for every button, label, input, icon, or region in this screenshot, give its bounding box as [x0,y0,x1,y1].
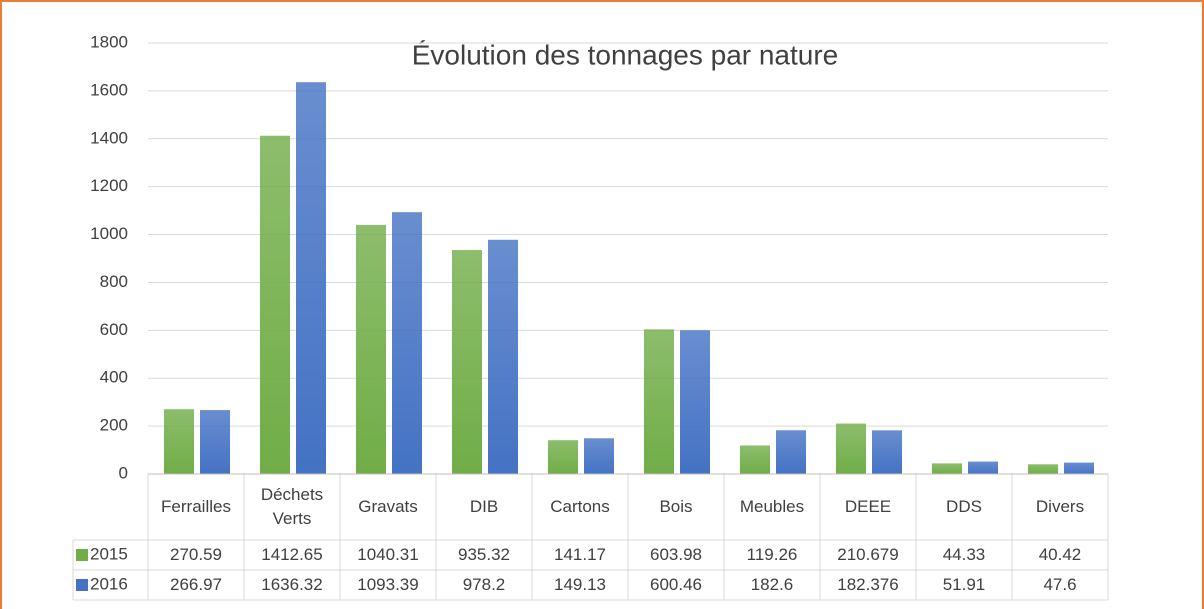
bar [836,423,866,474]
y-tick-label: 1400 [90,128,128,147]
bar [356,224,386,474]
table-value: 1040.31 [357,545,419,564]
table-value: 141.17 [554,545,606,564]
table-value: 149.13 [554,575,606,594]
bar [644,329,674,474]
table-value: 182.376 [837,575,899,594]
bar [1064,462,1094,474]
bar [932,463,962,474]
y-tick-label: 0 [119,463,128,482]
table-value: 1636.32 [261,575,323,594]
y-tick-label: 1600 [90,80,128,99]
y-tick-label: 200 [100,416,128,435]
table-value: 210.679 [837,545,899,564]
bar [164,409,194,474]
y-tick-label: 1000 [90,224,128,243]
table-value: 47.6 [1043,575,1077,594]
y-tick-label: 800 [100,272,128,291]
table-value: 1093.39 [357,575,419,594]
bar [200,410,230,474]
bar [488,239,518,474]
y-tick-label: 1800 [90,32,128,51]
bar [452,250,482,474]
bar [548,440,578,474]
x-tick-label: Ferrailles [161,497,231,516]
x-tick-label: Gravats [358,497,418,516]
table-value: 603.98 [650,545,702,564]
table-value: 270.59 [170,545,222,564]
x-tick-label: DEEE [844,497,892,516]
bar [584,438,614,474]
x-tick-label: DIB [469,497,499,516]
table-value: 44.33 [942,545,986,564]
bar [1028,464,1058,474]
y-tick-label: 600 [100,320,128,339]
bar [872,430,902,474]
y-tick-label: 400 [100,368,128,387]
x-tick-label: Cartons [550,497,610,516]
x-tick-label: Bois [659,497,693,516]
legend-label: 2015 [90,544,128,563]
table-value: 119.26 [746,545,798,564]
bar [968,461,998,474]
legend-label: 2016 [90,574,128,593]
table-value: 266.97 [170,575,222,594]
table-value: 935.32 [458,545,510,564]
x-tick-label: Meubles [739,497,805,516]
bar [392,212,422,474]
table-value: 182.6 [750,575,794,594]
table-value: 40.42 [1038,545,1082,564]
chart-title: Évolution des tonnages par nature [412,39,839,70]
bar [776,430,806,474]
table-value: 1412.65 [261,545,323,564]
bar [740,445,770,474]
y-tick-label: 1200 [90,176,128,195]
x-tick-label: Déchets Verts [260,485,324,528]
bar [260,135,290,474]
table-value: 978.2 [462,575,506,594]
legend-key [76,579,88,591]
legend-key [76,549,88,561]
x-tick-label: DDS [946,497,982,516]
bar [680,330,710,474]
x-tick-label: Divers [1035,497,1085,516]
table-value: 600.46 [650,575,702,594]
table-value: 51.91 [942,575,986,594]
bar [296,82,326,475]
